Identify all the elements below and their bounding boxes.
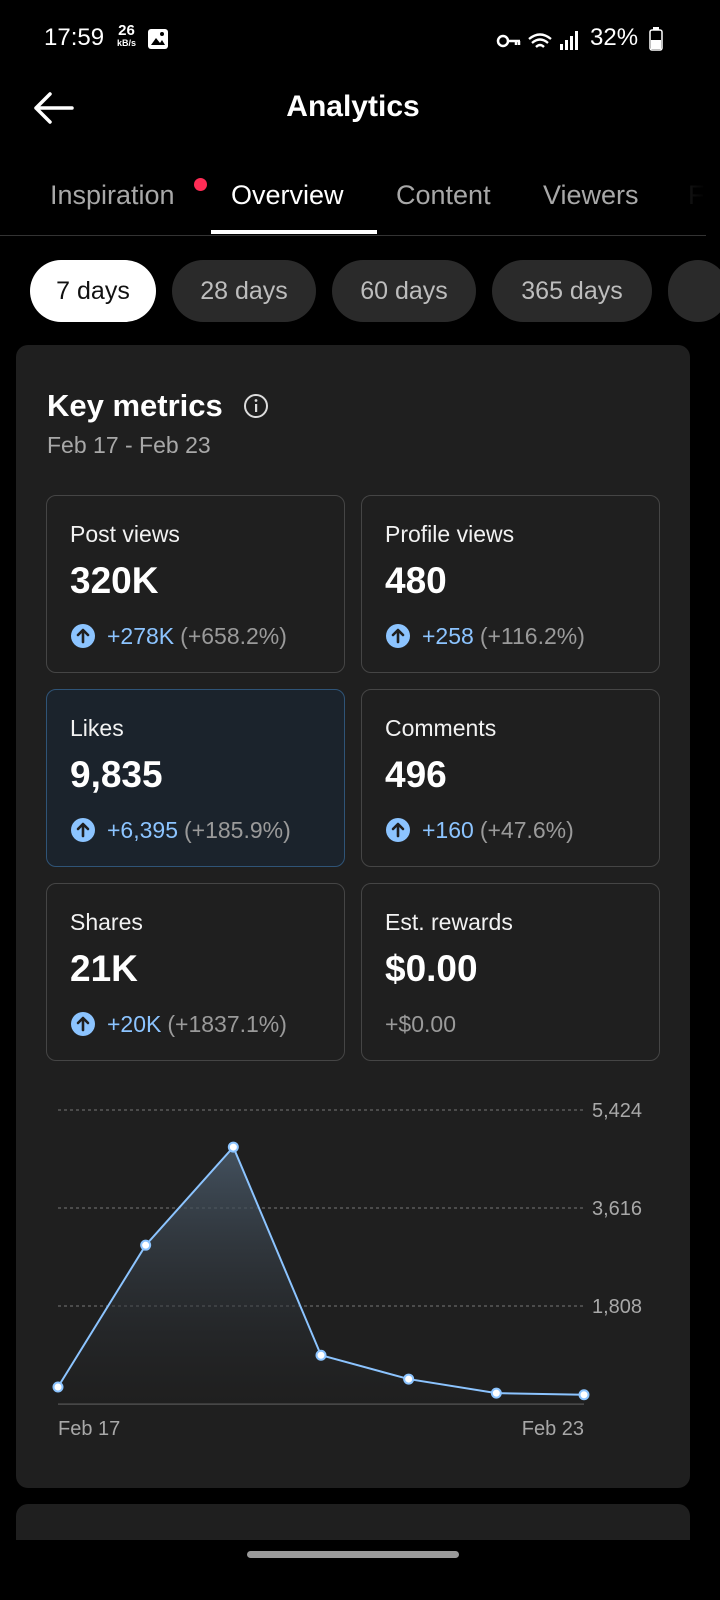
metric-label: Likes bbox=[70, 715, 124, 741]
info-icon[interactable] bbox=[243, 393, 269, 419]
section-title: Key metrics bbox=[47, 388, 223, 423]
metric-label: Comments bbox=[385, 715, 497, 741]
metric-change: +258 (+116.2%) bbox=[422, 623, 585, 650]
metric-percent: (+1837.1%) bbox=[167, 1011, 287, 1037]
period-pill[interactable] bbox=[668, 260, 720, 322]
net-speed: 26 kB/s bbox=[117, 22, 137, 50]
metric-percent: (+185.9%) bbox=[184, 817, 291, 843]
battery-level: 32% bbox=[590, 24, 639, 51]
metric-tile[interactable]: Profile views 480 +258 (+116.2%) bbox=[361, 495, 660, 673]
metric-tile[interactable]: Est. rewards $0.00 +$0.00 bbox=[361, 883, 660, 1061]
home-indicator[interactable] bbox=[247, 1551, 459, 1558]
point bbox=[490, 1387, 502, 1399]
period-pill[interactable]: 28 days bbox=[172, 260, 316, 322]
metric-change: +160 (+47.6%) bbox=[422, 817, 574, 844]
nav-bar bbox=[0, 1540, 720, 1600]
y-tick-label: 3,616 bbox=[592, 1198, 642, 1220]
period-pill[interactable]: 365 days bbox=[492, 260, 652, 322]
metric-label: Est. rewards bbox=[385, 909, 513, 935]
point bbox=[227, 1141, 239, 1153]
metric-tile[interactable]: Post views 320K +278K (+658.2%) bbox=[46, 495, 345, 673]
metric-value: 9,835 bbox=[70, 754, 163, 795]
point bbox=[578, 1389, 590, 1401]
metric-change: +$0.00 bbox=[385, 1011, 456, 1038]
back-button[interactable] bbox=[32, 90, 76, 126]
metric-change: +278K (+658.2%) bbox=[107, 623, 287, 650]
metric-value: 320K bbox=[70, 560, 159, 601]
y-tick-label: 5,424 bbox=[592, 1100, 642, 1122]
point bbox=[315, 1349, 327, 1361]
tab-fade bbox=[650, 158, 706, 234]
metric-tile[interactable]: Comments 496 +160 (+47.6%) bbox=[361, 689, 660, 867]
tab[interactable]: Overview bbox=[231, 180, 344, 210]
metric-change-value: +20K bbox=[107, 1011, 162, 1037]
y-tick-label: 1,808 bbox=[592, 1296, 642, 1318]
metric-value: 496 bbox=[385, 754, 447, 795]
speed-value: 26 bbox=[118, 22, 135, 39]
up-arrow-icon bbox=[386, 624, 410, 648]
metric-percent: (+658.2%) bbox=[180, 623, 287, 649]
divider bbox=[0, 235, 706, 236]
date-range: Feb 17 - Feb 23 bbox=[47, 432, 211, 458]
metric-label: Post views bbox=[70, 521, 180, 547]
metric-percent: (+47.6%) bbox=[479, 817, 574, 843]
clock: 17:59 bbox=[44, 24, 105, 51]
metric-tile[interactable]: Likes 9,835 +6,395 (+185.9%) bbox=[46, 689, 345, 867]
point bbox=[403, 1373, 415, 1385]
chart: 1,808 3,616 5,424 Feb 17 Feb 23 bbox=[52, 1100, 642, 1440]
x-tick-label: Feb 23 bbox=[522, 1418, 584, 1440]
battery-icon bbox=[649, 27, 663, 51]
metric-change: +20K (+1837.1%) bbox=[107, 1011, 287, 1038]
metric-label: Profile views bbox=[385, 521, 515, 547]
metrics-grid: Post views 320K +278K (+658.2%) Profile view… bbox=[46, 495, 660, 1061]
tab[interactable]: Inspiration bbox=[50, 180, 175, 210]
x-tick-label: Feb 17 bbox=[58, 1418, 120, 1440]
metric-percent: (+116.2%) bbox=[479, 623, 585, 649]
up-arrow-icon bbox=[71, 624, 95, 648]
tab[interactable]: Viewers bbox=[543, 180, 639, 210]
metric-change-value: +278K bbox=[107, 623, 175, 649]
status-icons bbox=[496, 31, 578, 50]
up-arrow-icon bbox=[71, 818, 95, 842]
metric-change-value: +160 bbox=[422, 817, 474, 843]
up-arrow-icon bbox=[71, 1012, 95, 1036]
metric-value: $0.00 bbox=[385, 948, 478, 989]
area bbox=[58, 1147, 584, 1404]
period-pill[interactable]: 7 days bbox=[30, 260, 156, 322]
metric-value: 480 bbox=[385, 560, 447, 601]
metric-value: 21K bbox=[70, 948, 138, 989]
point bbox=[140, 1239, 152, 1251]
metric-change: +6,395 (+185.9%) bbox=[107, 817, 291, 844]
period-pill[interactable]: 60 days bbox=[332, 260, 476, 322]
gallery-icon bbox=[148, 29, 168, 49]
point bbox=[52, 1381, 64, 1393]
metric-change-value: +258 bbox=[422, 623, 474, 649]
tab-indicator bbox=[211, 230, 377, 234]
speed-unit: kB/s bbox=[117, 38, 137, 48]
metric-change-value: +$0.00 bbox=[385, 1011, 456, 1037]
metric-change-value: +6,395 bbox=[107, 817, 178, 843]
page-title: Analytics bbox=[286, 90, 420, 123]
tab[interactable]: Content bbox=[396, 180, 491, 210]
notification-dot bbox=[194, 178, 207, 191]
metric-tile[interactable]: Shares 21K +20K (+1837.1%) bbox=[46, 883, 345, 1061]
up-arrow-icon bbox=[386, 818, 410, 842]
metric-label: Shares bbox=[70, 909, 143, 935]
